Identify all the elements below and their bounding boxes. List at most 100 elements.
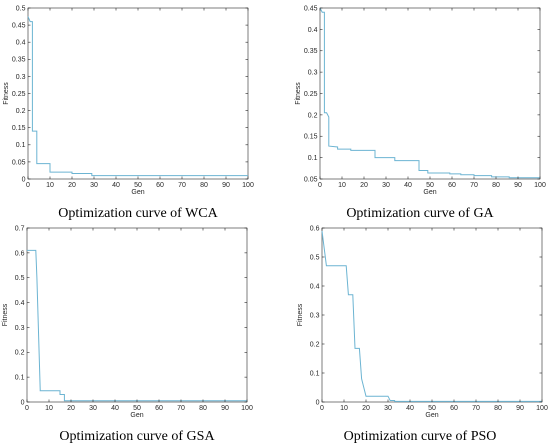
caption-ga: Optimization curve of GA <box>346 206 494 221</box>
caption-gsa: Optimization curve of GSA <box>59 429 215 444</box>
ga-xtick-label: 50 <box>426 182 434 189</box>
ga-xtick-label: 60 <box>448 182 456 189</box>
ga-ytick-label: 0.15 <box>304 134 318 141</box>
gsa-ytick-label: 0.6 <box>15 250 25 257</box>
pso-series-line <box>321 230 542 402</box>
ga-xtick-label: 40 <box>404 182 412 189</box>
ga-xtick-label: 90 <box>514 182 522 189</box>
pso-xtick-label: 10 <box>340 405 348 412</box>
pso-xtick-label: 40 <box>406 405 414 412</box>
chart-wca: Optimization curve of WCA 0 10 20 30 40 50 60 7… <box>3 5 254 221</box>
gsa-ytick-label: 0.1 <box>15 375 25 382</box>
wca-ytick-label: 0.4 <box>16 40 26 47</box>
wca-ytick-label: 0.3 <box>16 74 26 81</box>
gsa-xtick-label: 30 <box>89 405 97 412</box>
pso-xtick-label: 70 <box>472 405 480 412</box>
wca-ytick-label: 0.1 <box>16 142 26 149</box>
pso-ylabel: Fitness <box>297 303 304 326</box>
ga-xtick-label: 30 <box>382 182 390 189</box>
wca-xtick-label: 80 <box>200 182 208 189</box>
gsa-ytick-label: 0.3 <box>15 325 25 332</box>
wca-xtick-label: 40 <box>112 182 120 189</box>
gsa-ytick-label: 0.5 <box>15 275 25 282</box>
chart-ga: Optimization curve of GA 0 10 20 30 40 50 60 70… <box>295 5 546 221</box>
ga-ytick-label: 0.3 <box>308 70 318 77</box>
ga-series-line <box>319 7 540 179</box>
gsa-ytick-label: 0.4 <box>15 300 25 307</box>
gsa-xtick-label: 100 <box>241 405 253 412</box>
wca-ytick-label: 0.05 <box>12 159 26 166</box>
wca-ytick-label: 0 <box>22 176 26 183</box>
pso-xlabel: Gen <box>425 412 438 419</box>
wca-xlabel: Gen <box>131 189 144 196</box>
gsa-ytick-label: 0.7 <box>15 225 25 232</box>
pso-xtick-label: 0 <box>320 405 324 412</box>
gsa-xtick-label: 0 <box>25 405 29 412</box>
ga-ylabel: Fitness <box>295 82 302 105</box>
wca-ylabel: Fitness <box>3 82 10 105</box>
gsa-ytick-label: 0 <box>21 399 25 406</box>
pso-xtick-label: 80 <box>494 405 502 412</box>
wca-xtick-label: 10 <box>46 182 54 189</box>
pso-ytick-label: 0.3 <box>310 312 320 319</box>
gsa-xtick-label: 10 <box>45 405 53 412</box>
ga-ytick-label: 0.1 <box>308 155 318 162</box>
gsa-ylabel: Fitness <box>2 303 9 326</box>
ga-ytick-label: 0.05 <box>304 176 318 183</box>
gsa-xtick-label: 50 <box>133 405 141 412</box>
wca-xtick-label: 30 <box>90 182 98 189</box>
wca-series-line <box>27 16 248 177</box>
pso-ytick-label: 0.2 <box>310 341 320 348</box>
wca-xtick-label: 0 <box>26 182 30 189</box>
wca-ytick-label: 0.5 <box>16 5 26 12</box>
ga-xtick-label: 0 <box>318 182 322 189</box>
ga-xtick-label: 20 <box>360 182 368 189</box>
ga-ytick-label: 0.45 <box>304 5 318 12</box>
ga-ytick-label: 0.35 <box>304 48 318 55</box>
wca-xtick-label: 70 <box>178 182 186 189</box>
pso-ytick-label: 0.4 <box>310 283 320 290</box>
wca-xtick-label: 60 <box>156 182 164 189</box>
wca-xtick-label: 20 <box>68 182 76 189</box>
ga-xtick-label: 10 <box>338 182 346 189</box>
gsa-xtick-label: 40 <box>111 405 119 412</box>
ga-ytick-label: 0.4 <box>308 27 318 34</box>
chart-gsa: Optimization curve of GSA 0 10 20 30 40 50 60 7… <box>2 225 253 444</box>
pso-xtick-label: 20 <box>362 405 370 412</box>
ga-xtick-label: 70 <box>470 182 478 189</box>
gsa-ytick-label: 0.2 <box>15 350 25 357</box>
gsa-xtick-label: 90 <box>221 405 229 412</box>
pso-xtick-label: 60 <box>450 405 458 412</box>
gsa-xlabel: Gen <box>130 412 143 419</box>
wca-ytick-label: 0.45 <box>12 23 26 30</box>
gsa-xtick-label: 70 <box>177 405 185 412</box>
ga-xlabel: Gen <box>423 189 436 196</box>
ga-ytick-label: 0.2 <box>308 112 318 119</box>
wca-xtick-label: 100 <box>242 182 254 189</box>
pso-xtick-label: 90 <box>516 405 524 412</box>
pso-ytick-label: 0 <box>316 399 320 406</box>
wca-ytick-label: 0.25 <box>12 91 26 98</box>
caption-wca: Optimization curve of WCA <box>58 206 218 221</box>
pso-xtick-label: 100 <box>536 405 548 412</box>
gsa-series-line <box>27 249 247 402</box>
wca-xtick-label: 90 <box>222 182 230 189</box>
pso-ytick-label: 0.5 <box>310 254 320 261</box>
ga-ytick-label: 0.25 <box>304 91 318 98</box>
gsa-xtick-label: 80 <box>199 405 207 412</box>
pso-ytick-label: 0.1 <box>310 370 320 377</box>
wca-ytick-label: 0.15 <box>12 125 26 132</box>
ga-xtick-label: 100 <box>534 182 546 189</box>
wca-ytick-label: 0.2 <box>16 108 26 115</box>
ga-xtick-label: 80 <box>492 182 500 189</box>
gsa-xtick-label: 60 <box>155 405 163 412</box>
wca-xtick-label: 50 <box>134 182 142 189</box>
caption-pso: Optimization curve of PSO <box>344 429 497 444</box>
gsa-xtick-label: 20 <box>67 405 75 412</box>
pso-xtick-label: 30 <box>384 405 392 412</box>
chart-pso: Optimization curve of PSO 0 10 20 30 40 50 60 7… <box>297 225 548 444</box>
pso-xtick-label: 50 <box>428 405 436 412</box>
pso-ytick-label: 0.6 <box>310 225 320 232</box>
